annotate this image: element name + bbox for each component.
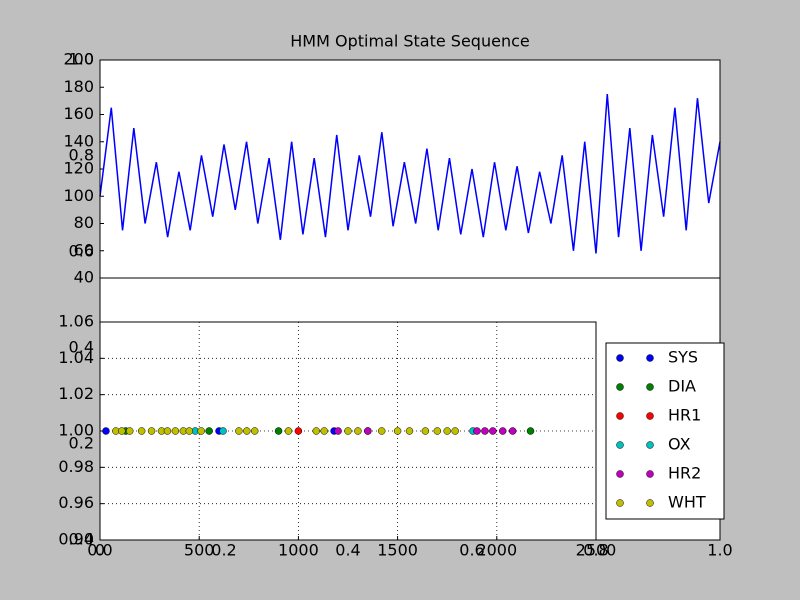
y-tick-label: 120 <box>63 159 94 178</box>
legend-box <box>605 342 725 520</box>
data-point <box>364 427 372 435</box>
data-point <box>473 427 481 435</box>
data-point <box>219 427 227 435</box>
legend-marker <box>616 470 624 478</box>
legend-label: OX <box>668 435 691 454</box>
y-tick-label: 0.0 <box>69 530 94 549</box>
x-tick-label: 0.6 <box>459 541 484 560</box>
legend-label: SYS <box>668 348 698 367</box>
legend-label: HR2 <box>668 464 701 483</box>
legend-marker <box>646 383 654 391</box>
y-tick-label: 0.96 <box>58 493 94 512</box>
axes-background <box>100 60 720 278</box>
legend-marker <box>646 470 654 478</box>
y-tick-label: 0.98 <box>58 457 94 476</box>
data-point <box>508 427 517 435</box>
data-point <box>481 427 489 435</box>
y-tick-label: 0.2 <box>69 434 94 453</box>
data-point <box>393 427 402 435</box>
data-point <box>171 427 180 435</box>
data-point <box>137 427 146 435</box>
data-point <box>451 427 459 435</box>
x-tick-label: 0.2 <box>211 541 236 560</box>
data-point <box>489 427 497 435</box>
data-point <box>197 427 205 435</box>
y-tick-label: 100 <box>63 186 94 205</box>
y-tick-label: 180 <box>63 77 94 96</box>
y-tick-label: 40 <box>74 268 94 287</box>
data-point <box>118 427 126 435</box>
y-tick-label: 60 <box>74 240 94 259</box>
data-point <box>102 427 110 435</box>
x-tick-label: 1000 <box>278 541 319 560</box>
x-tick-label: 0.0 <box>87 541 112 560</box>
x-tick-label: 2000 <box>476 541 517 560</box>
legend-marker <box>616 441 624 449</box>
legend-marker <box>616 412 624 420</box>
legend-marker <box>616 499 624 507</box>
chart-title: HMM Optimal State Sequence <box>290 32 529 51</box>
legend-marker <box>646 499 654 507</box>
legend-marker <box>646 412 654 420</box>
y-tick-label: 160 <box>63 104 94 123</box>
x-tick-label: 0.8 <box>583 541 608 560</box>
data-point <box>354 427 362 435</box>
y-tick-label: 0.4 <box>69 338 94 357</box>
data-point <box>433 427 442 435</box>
data-point <box>443 427 451 435</box>
y-tick-label: 1.0 <box>69 50 94 69</box>
x-tick-label: 2500 <box>576 541 617 560</box>
legend-marker <box>646 354 654 362</box>
data-point <box>294 427 303 435</box>
legend-marker <box>616 354 624 362</box>
data-point <box>334 427 342 435</box>
y-tick-label: 0.8 <box>69 146 94 165</box>
data-point <box>205 427 213 435</box>
x-tick-label: 1500 <box>377 541 418 560</box>
data-point <box>405 427 414 435</box>
data-point <box>421 427 430 435</box>
y-tick-label: 0.94 <box>58 530 94 549</box>
y-tick-label: 1.04 <box>58 348 94 367</box>
axes-frame <box>99 59 721 279</box>
legend-marker <box>646 441 654 449</box>
y-tick-label: 140 <box>63 131 94 150</box>
legend-label: HR1 <box>668 406 701 425</box>
data-point <box>274 427 283 435</box>
data-point <box>126 427 134 435</box>
x-tick-label: 1.0 <box>707 541 732 560</box>
data-point <box>284 427 293 435</box>
data-point <box>243 427 251 435</box>
data-point <box>320 427 328 435</box>
y-tick-label: 1.02 <box>58 384 94 403</box>
data-point <box>312 427 321 435</box>
data-point <box>185 427 194 435</box>
axes-frame <box>99 321 597 541</box>
y-tick-label: 1.06 <box>58 312 94 331</box>
y-tick-label: 200 <box>63 50 94 69</box>
data-point <box>147 427 156 435</box>
x-tick-label: 0.4 <box>335 541 360 560</box>
x-tick-label: 0 <box>95 541 105 560</box>
data-point <box>344 427 352 435</box>
legend-label: WHT <box>668 493 706 512</box>
data-point <box>235 427 243 435</box>
data-point <box>377 427 386 435</box>
data-point <box>526 427 535 435</box>
legend-label: DIA <box>668 377 696 396</box>
data-point <box>499 427 507 435</box>
y-tick-label: 80 <box>74 213 94 232</box>
legend-marker <box>616 383 624 391</box>
data-line <box>99 94 721 254</box>
data-point <box>251 427 259 435</box>
y-tick-label: 1.00 <box>58 421 94 440</box>
x-tick-label: 500 <box>184 541 215 560</box>
data-point <box>163 427 172 435</box>
y-tick-label: 0.6 <box>69 242 94 261</box>
